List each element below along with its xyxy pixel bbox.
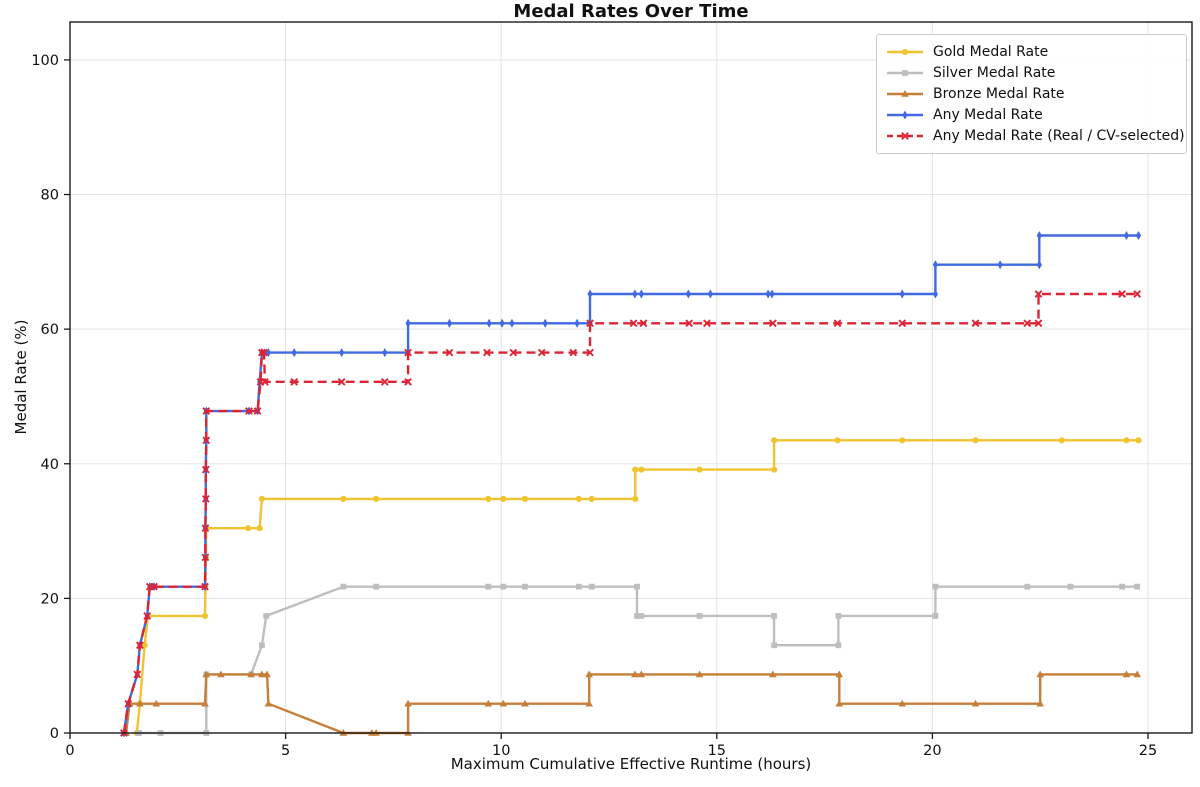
x-tick-label: 10 <box>492 743 510 759</box>
legend-label: Gold Medal Rate <box>933 43 1049 60</box>
x-tick-label: 0 <box>65 743 74 759</box>
legend-swatch-icon <box>887 89 923 97</box>
legend-label: Silver Medal Rate <box>933 64 1056 81</box>
y-tick-label: 60 <box>41 322 59 338</box>
x-tick-label: 5 <box>281 743 290 759</box>
series-line-any-medal-rate-real-cv-selected <box>122 292 1138 734</box>
legend-swatch-icon <box>887 110 923 120</box>
legend-item: Any Medal Rate (Real / CV-selected) <box>885 126 1185 147</box>
series-any-medal-rate <box>121 231 1142 738</box>
legend-swatch-icon <box>887 69 923 76</box>
axis-ticks <box>64 59 1149 739</box>
y-tick-label: 20 <box>41 591 59 607</box>
x-tick-label: 15 <box>708 743 726 759</box>
chart-title: Medal Rates Over Time <box>513 1 749 22</box>
legend-label: Bronze Medal Rate <box>933 85 1065 102</box>
series-line-gold-medal-rate <box>135 439 1139 734</box>
series-line-any-medal-rate <box>122 234 1139 734</box>
series-line-bronze-medal-rate <box>124 673 1138 735</box>
y-tick-label: 40 <box>41 457 59 473</box>
y-tick-label: 0 <box>50 726 59 742</box>
x-tick-label: 20 <box>923 743 941 759</box>
series-bronze-medal-rate <box>122 670 1142 736</box>
tick-labels: 0 5 10 15 20 25 0 20 40 60 80 100 <box>31 53 1157 759</box>
plot-frame <box>69 21 1193 734</box>
x-axis-label: Maximum Cumulative Effective Runtime (ho… <box>450 755 812 773</box>
series-silver-medal-rate <box>136 583 1141 736</box>
series-line-silver-medal-rate <box>139 585 1138 735</box>
legend-item: Silver Medal Rate <box>885 62 1176 83</box>
series-any-medal-rate-real-cv-selected <box>120 290 1142 737</box>
legend: Gold Medal Rate Silver Medal Rate Bronze M… <box>876 34 1187 154</box>
legend-swatch-icon <box>887 48 923 55</box>
legend-label: Any Medal Rate (Real / CV-selected) <box>933 128 1185 145</box>
y-tick-label: 80 <box>41 188 59 204</box>
legend-label: Any Medal Rate <box>933 107 1043 124</box>
legend-item: Gold Medal Rate <box>885 41 1176 62</box>
y-axis-label: Medal Rate (%) <box>12 319 30 435</box>
legend-item: Any Medal Rate <box>885 105 1176 126</box>
y-tick-label: 100 <box>31 53 59 69</box>
legend-swatch-icon <box>887 132 923 141</box>
x-tick-label: 25 <box>1139 743 1157 759</box>
legend-item: Bronze Medal Rate <box>885 83 1176 104</box>
